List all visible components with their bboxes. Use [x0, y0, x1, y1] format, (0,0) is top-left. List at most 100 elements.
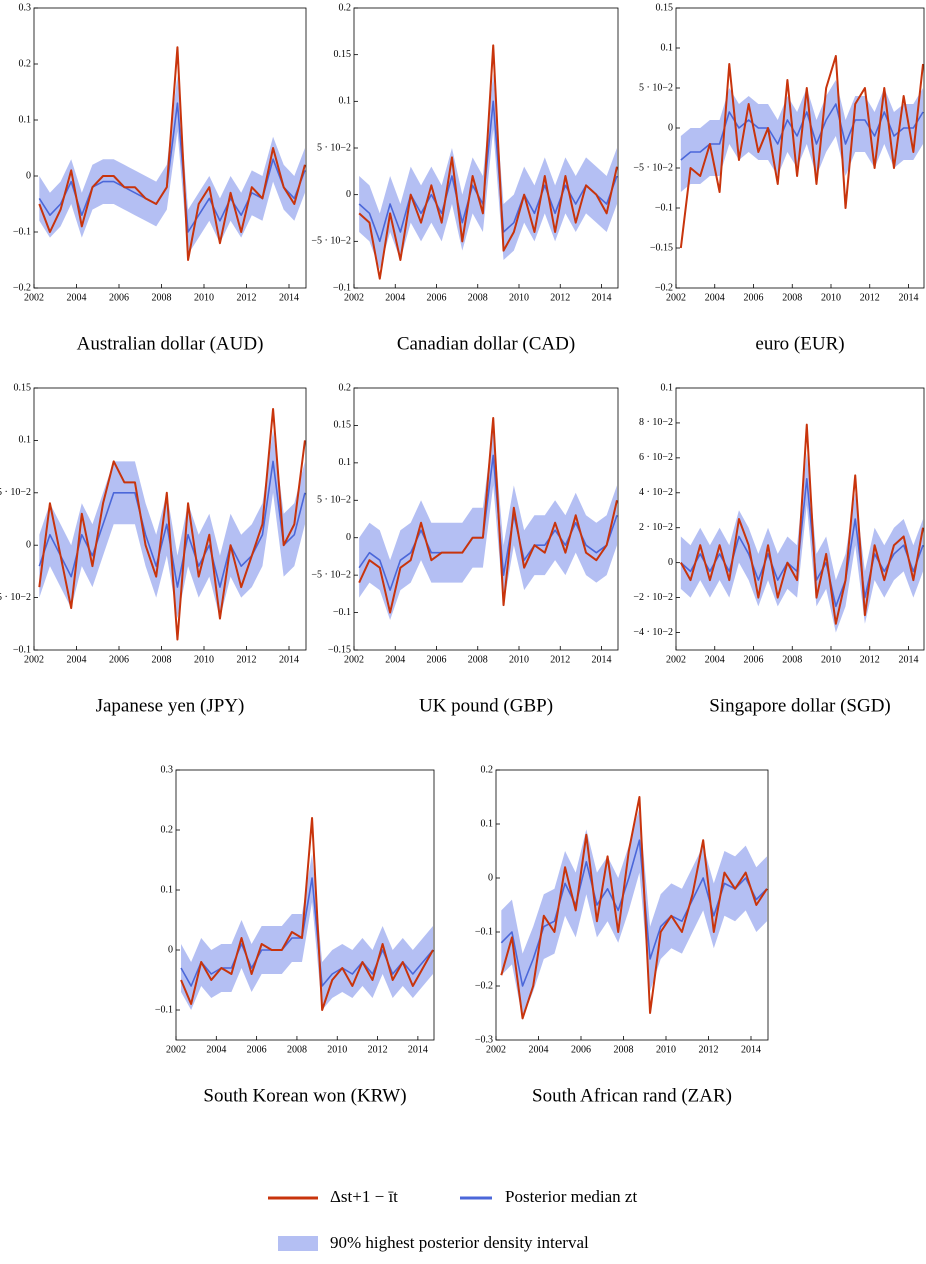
panel-caption: South African rand (ZAR): [532, 1085, 732, 1106]
x-tick-label: 2006: [571, 1044, 591, 1055]
y-tick-label: −0.3: [475, 1034, 493, 1045]
y-tick-label: 0.1: [339, 457, 352, 468]
y-tick-label: −0.1: [333, 607, 351, 618]
series-line: [358, 100, 618, 243]
x-tick-label: 2006: [109, 292, 129, 303]
x-tick-label: 2002: [24, 654, 44, 665]
panel-caption: Australian dollar (AUD): [77, 333, 264, 354]
y-tick-label: −0.1: [655, 202, 673, 213]
panel-caption: Singapore dollar (SGD): [709, 695, 891, 716]
x-tick-label: 2004: [705, 292, 725, 303]
y-tick-label: 0.1: [661, 382, 674, 393]
y-tick-label: 0.15: [334, 420, 352, 431]
y-tick-label: 5 · 10−2: [639, 82, 673, 93]
x-tick-label: 2014: [592, 292, 612, 303]
x-tick-label: 2004: [705, 654, 725, 665]
x-tick-label: 2010: [327, 1044, 347, 1055]
y-tick-label: −4 · 10−2: [633, 627, 673, 638]
x-tick-label: 2014: [592, 654, 612, 665]
x-tick-label: 2004: [67, 292, 87, 303]
y-tick-label: 0: [168, 944, 173, 955]
x-tick-label: 2008: [468, 654, 488, 665]
y-tick-label: −5 · 10−2: [311, 236, 351, 247]
x-tick-label: 2012: [368, 1044, 388, 1055]
y-tick-label: 0: [668, 557, 673, 568]
panel-caption: UK pound (GBP): [419, 695, 553, 716]
plot-frame: [353, 387, 619, 651]
series-line: [180, 817, 434, 1011]
y-tick-label: −0.2: [475, 980, 493, 991]
x-tick-label: 2004: [529, 1044, 549, 1055]
y-tick-label: 0.2: [19, 58, 32, 69]
x-tick-label: 2006: [247, 1044, 267, 1055]
x-tick-label: 2004: [67, 654, 87, 665]
series-line: [680, 478, 924, 608]
x-tick-label: 2010: [656, 1044, 676, 1055]
y-tick-label: −0.15: [328, 644, 351, 655]
y-tick-label: −0.1: [333, 282, 351, 293]
y-tick-label: 0.3: [19, 2, 32, 13]
y-tick-label: −0.1: [475, 926, 493, 937]
y-tick-label: −0.2: [13, 282, 31, 293]
x-tick-label: 2008: [782, 292, 802, 303]
series-line: [679, 55, 925, 249]
x-tick-label: 2010: [194, 654, 214, 665]
y-tick-label: 0.15: [334, 49, 352, 60]
y-tick-label: −5 · 10−2: [633, 162, 673, 173]
x-tick-label: 2004: [385, 654, 405, 665]
x-tick-label: 2006: [744, 654, 764, 665]
y-tick-label: −0.15: [650, 242, 673, 253]
x-tick-label: 2012: [237, 654, 257, 665]
x-tick-label: 2014: [741, 1044, 761, 1055]
y-tick-label: 5 · 10−2: [317, 142, 351, 153]
series-line: [38, 407, 306, 641]
hpd-band: [501, 807, 767, 1019]
y-tick-label: 0.1: [19, 435, 32, 446]
x-tick-label: 2006: [427, 654, 447, 665]
x-tick-label: 2014: [899, 292, 919, 303]
plot-frame: [175, 769, 435, 1041]
panel-caption: Canadian dollar (CAD): [397, 333, 575, 354]
plot-frame: [33, 7, 307, 289]
legend-swatch: [278, 1236, 318, 1251]
x-tick-label: 2014: [279, 654, 299, 665]
panel-caption: euro (EUR): [755, 333, 844, 354]
hpd-band: [39, 75, 305, 255]
x-tick-label: 2012: [550, 654, 570, 665]
x-tick-label: 2004: [206, 1044, 226, 1055]
plot-frame: [495, 769, 769, 1041]
series-line: [358, 416, 618, 614]
x-tick-label: 2010: [821, 292, 841, 303]
y-tick-label: −0.1: [13, 644, 31, 655]
x-tick-label: 2012: [550, 292, 570, 303]
x-tick-label: 2002: [344, 292, 364, 303]
x-tick-label: 2006: [427, 292, 447, 303]
x-tick-label: 2008: [152, 292, 172, 303]
x-tick-label: 2008: [152, 654, 172, 665]
y-tick-label: 0.1: [19, 114, 32, 125]
y-tick-label: 0.3: [161, 764, 174, 775]
x-tick-label: 2008: [468, 292, 488, 303]
x-tick-label: 2010: [509, 654, 529, 665]
x-tick-label: 2002: [166, 1044, 186, 1055]
y-tick-label: 0: [668, 122, 673, 133]
y-tick-label: 0.15: [656, 2, 674, 13]
y-tick-label: 0.1: [481, 818, 494, 829]
y-tick-label: 0.2: [481, 764, 494, 775]
x-tick-label: 2002: [344, 654, 364, 665]
y-tick-label: −2 · 10−2: [633, 592, 673, 603]
panel-caption: South Korean won (KRW): [203, 1085, 406, 1106]
y-tick-label: 4 · 10−2: [639, 487, 673, 498]
y-tick-label: 0.2: [339, 2, 352, 13]
series-line: [500, 796, 768, 1020]
y-tick-label: −0.1: [13, 226, 31, 237]
x-tick-label: 2006: [744, 292, 764, 303]
y-tick-label: 0.2: [339, 382, 352, 393]
x-tick-label: 2014: [899, 654, 919, 665]
x-tick-label: 2010: [194, 292, 214, 303]
series-line: [679, 423, 925, 625]
x-tick-label: 2014: [279, 292, 299, 303]
hpd-band: [680, 452, 924, 633]
y-tick-label: 5 · 10−2: [0, 487, 31, 498]
